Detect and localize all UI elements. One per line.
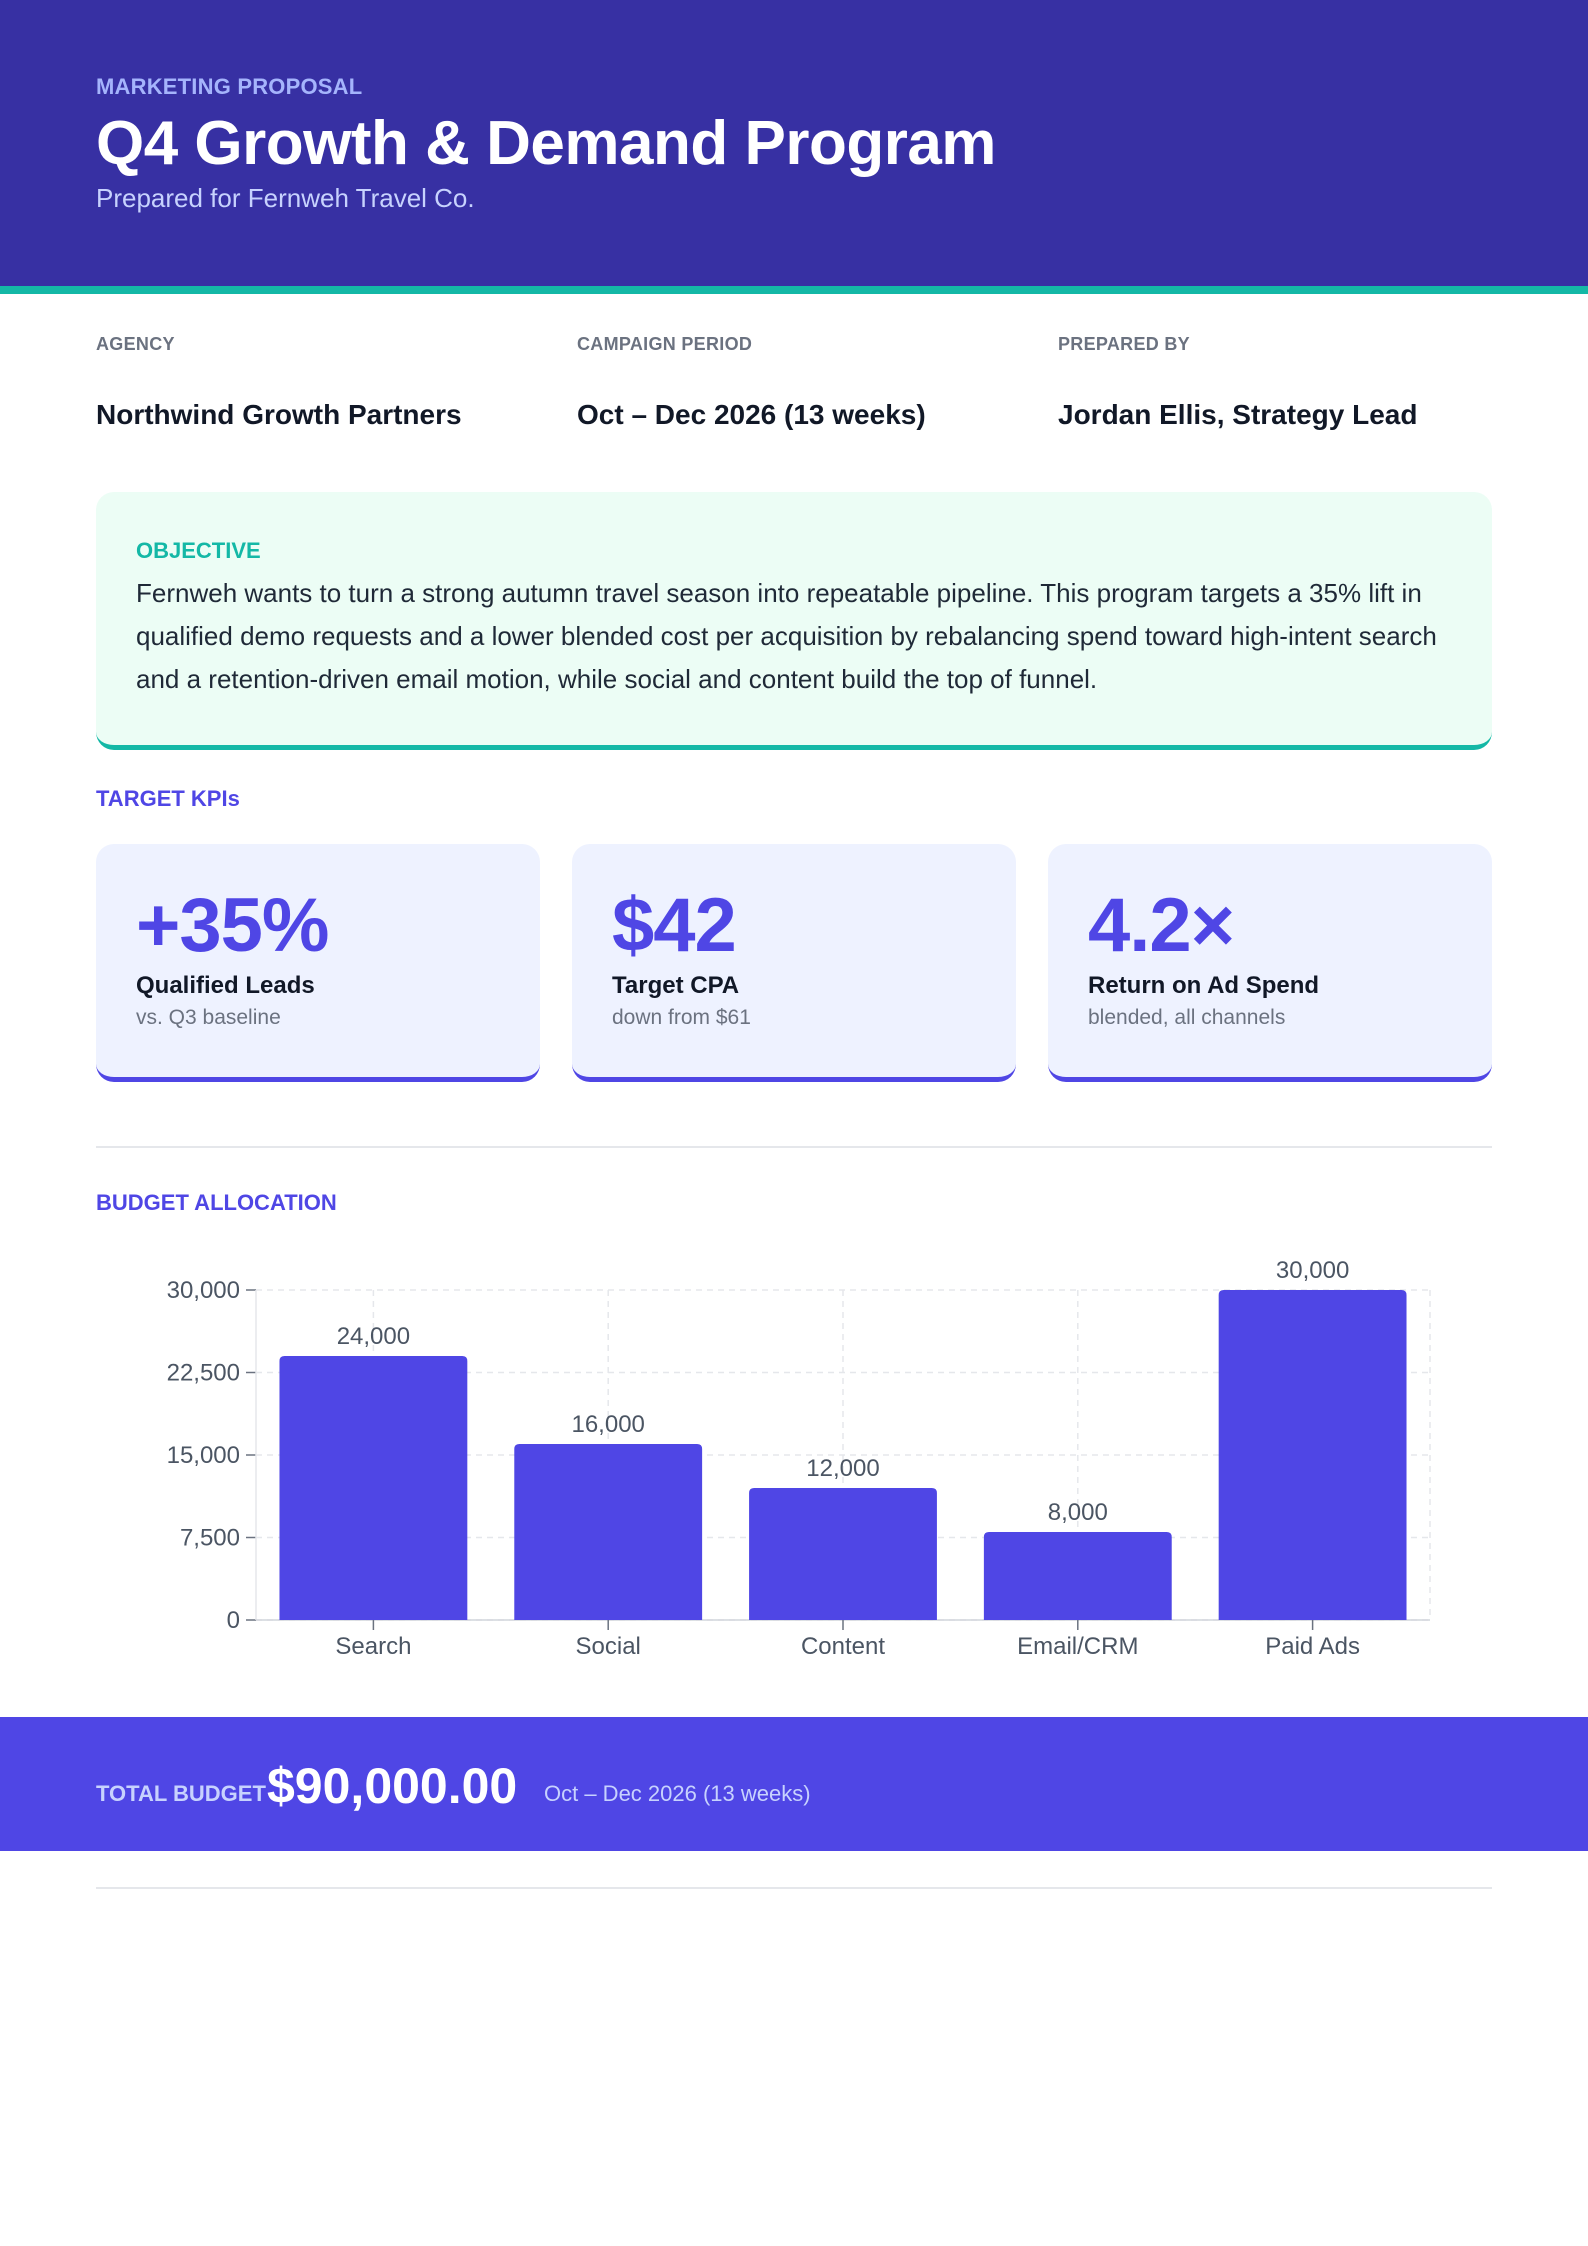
objective-label: OBJECTIVE (136, 538, 261, 563)
header-banner: MARKETING PROPOSAL Q4 Growth & Demand Pr… (0, 0, 1588, 286)
y-tick-label: 22,500 (167, 1360, 240, 1387)
footer-divider (96, 1887, 1492, 1889)
bar-paid-ads (1218, 1290, 1407, 1620)
total-budget-value: $90,000.00 (267, 1758, 518, 1814)
budget-bar-chart: 0 7,500 15,000 22,500 30,000 24,000 Search 16,0… (96, 1250, 1492, 1670)
objective-text: Fernweh wants to turn a strong autumn tr… (136, 578, 1437, 694)
x-tick-label: Search (335, 1633, 411, 1660)
x-tick-label: Paid Ads (1265, 1633, 1360, 1660)
y-tick-label: 30,000 (167, 1277, 240, 1304)
kpi-value: 4.2× (1088, 883, 1235, 968)
kpi-card-qualified-leads: +35% Qualified Leads vs. Q3 baseline (96, 844, 540, 1082)
meta-prepared-by: PREPARED BY Jordan Ellis, Strategy Lead (1058, 334, 1498, 431)
section-divider (96, 1146, 1492, 1148)
bar-email-crm (983, 1532, 1172, 1620)
kpi-label: Qualified Leads (136, 972, 315, 999)
kpi-label: Return on Ad Spend (1088, 972, 1320, 999)
kpi-value: $42 (612, 883, 737, 968)
kpi-card-target-cpa: $42 Target CPA down from $61 (572, 844, 1016, 1082)
objective-card: OBJECTIVE Fernweh wants to turn a strong… (96, 492, 1492, 750)
x-tick-label: Content (801, 1633, 885, 1660)
bar-content (749, 1488, 937, 1620)
kpi-sub: blended, all channels (1088, 1006, 1286, 1029)
kpi-label: Target CPA (612, 972, 740, 999)
meta-value: Jordan Ellis, Strategy Lead (1058, 399, 1418, 430)
chart-svg: 0 7,500 15,000 22,500 30,000 24,000 Search 16,0… (167, 1257, 1431, 1660)
kpi-card-roas: 4.2× Return on Ad Spend blended, all cha… (1048, 844, 1492, 1082)
meta-value: Northwind Growth Partners (96, 399, 462, 430)
x-tick-label: Email/CRM (1017, 1633, 1138, 1660)
total-budget-label: TOTAL BUDGET (96, 1781, 266, 1806)
data-label: 24,000 (337, 1323, 410, 1350)
y-tick-label: 0 (227, 1607, 240, 1634)
meta-label: CAMPAIGN PERIOD (577, 334, 753, 354)
kpi-value: +35% (136, 883, 329, 968)
meta-label: PREPARED BY (1058, 334, 1190, 354)
bar-social (514, 1444, 703, 1620)
meta-value: Oct – Dec 2026 (13 weeks) (577, 399, 926, 430)
kpi-section-label: TARGET KPIs (96, 786, 240, 811)
kpi-sub: down from $61 (612, 1006, 751, 1029)
data-label: 12,000 (806, 1455, 879, 1482)
meta-campaign-period: CAMPAIGN PERIOD Oct – Dec 2026 (13 weeks… (577, 334, 1017, 431)
meta-agency: AGENCY Northwind Growth Partners (96, 334, 536, 431)
y-tick-label: 7,500 (180, 1525, 240, 1552)
meta-label: AGENCY (96, 334, 175, 354)
data-label: 8,000 (1048, 1499, 1108, 1526)
kpi-sub: vs. Q3 baseline (136, 1006, 281, 1029)
bar-search (279, 1356, 468, 1620)
x-tick-label: Social (576, 1633, 641, 1660)
page-title: Q4 Growth & Demand Program (96, 109, 996, 178)
header-accent-stripe (0, 286, 1588, 294)
data-label: 30,000 (1276, 1257, 1349, 1284)
total-budget-banner: TOTAL BUDGET $90,000.00 Oct – Dec 2026 (… (0, 1717, 1588, 1851)
y-tick-label: 15,000 (167, 1442, 240, 1469)
total-budget-period: Oct – Dec 2026 (13 weeks) (544, 1781, 811, 1806)
budget-section-label: BUDGET ALLOCATION (96, 1190, 337, 1215)
data-label: 16,000 (571, 1411, 644, 1438)
page-subtitle: Prepared for Fernweh Travel Co. (96, 183, 475, 213)
document-type: MARKETING PROPOSAL (96, 74, 363, 99)
